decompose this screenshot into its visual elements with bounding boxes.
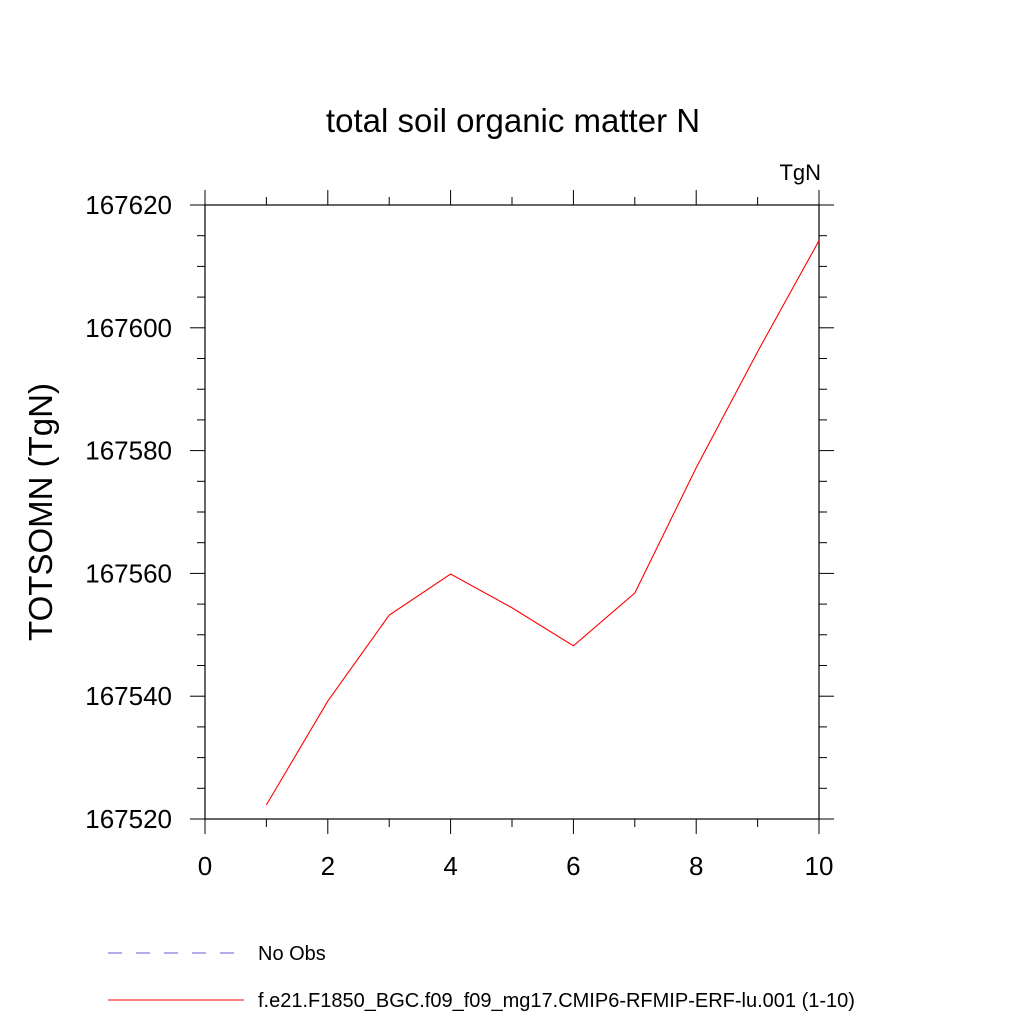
y-tick-label: 167540 [85,681,172,711]
x-tick-label: 8 [689,851,703,881]
units-label: TgN [779,160,821,185]
chart-title: total soil organic matter N [326,102,700,139]
legend-label-series: f.e21.F1850_BGC.f09_f09_mg17.CMIP6-RFMIP… [258,990,855,1012]
legend-label-no-obs: No Obs [258,943,326,965]
series-lines [265,240,820,806]
y-axis-label: TOTSOMN (TgN) [22,383,59,641]
x-tick-label: 10 [805,851,834,881]
y-tick-label: 167560 [85,558,172,588]
axis-ticks [190,190,834,834]
x-tick-label: 2 [321,851,335,881]
x-tick-labels: 0 2 4 6 8 10 [198,851,834,881]
x-tick-label: 4 [443,851,457,881]
y-tick-label: 167520 [85,804,172,834]
x-tick-label: 6 [566,851,580,881]
series-line-0 [265,240,820,806]
y-tick-label: 167600 [85,313,172,343]
plot-frame [204,204,820,820]
x-tick-label: 0 [198,851,212,881]
legend: No Obs f.e21.F1850_BGC.f09_f09_mg17.CMIP… [108,943,855,1012]
y-tick-labels: 167520 167540 167560 167580 167600 167620 [85,190,172,834]
y-tick-label: 167620 [85,190,172,220]
y-tick-label: 167580 [85,436,172,466]
